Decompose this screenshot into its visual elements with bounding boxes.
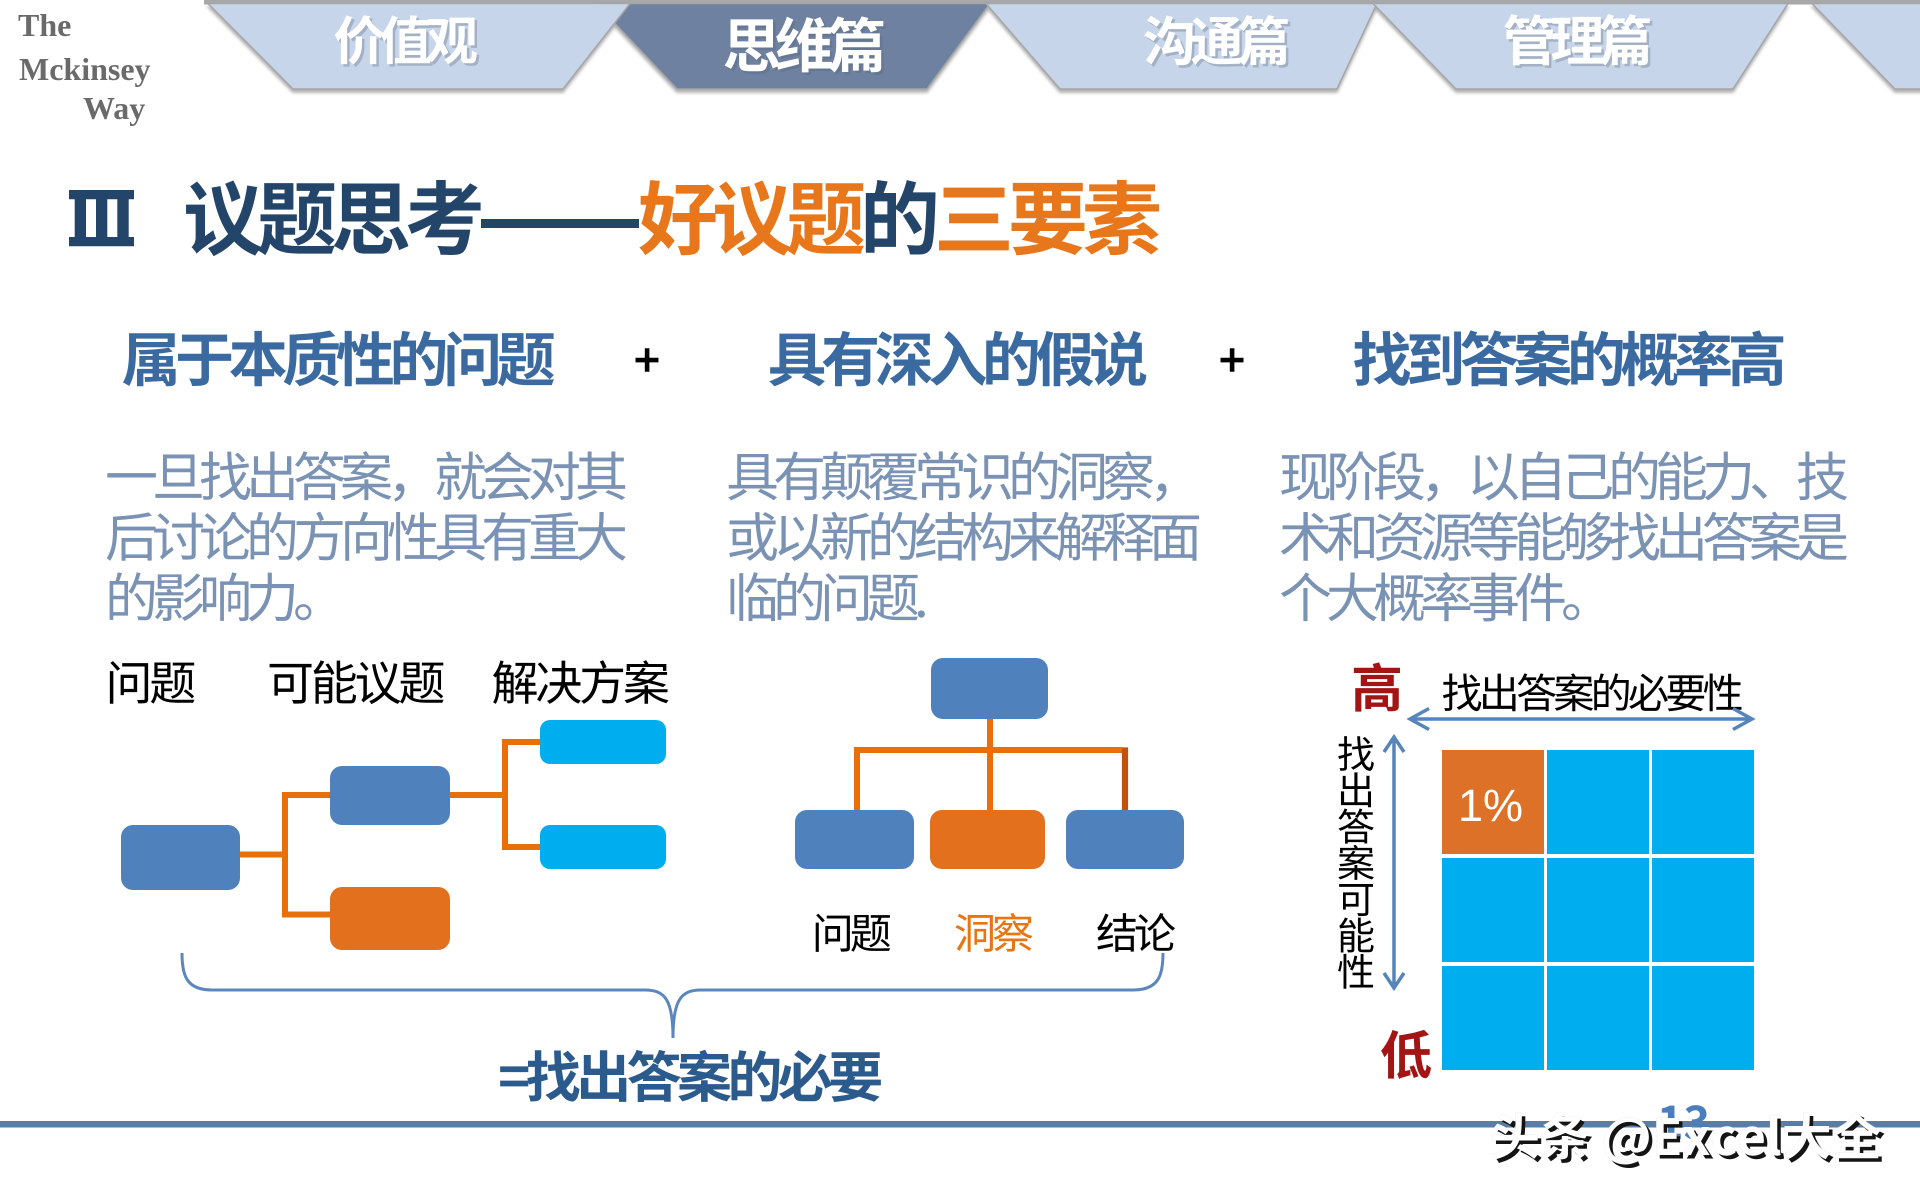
svg-text:1%: 1% [1458,780,1523,831]
